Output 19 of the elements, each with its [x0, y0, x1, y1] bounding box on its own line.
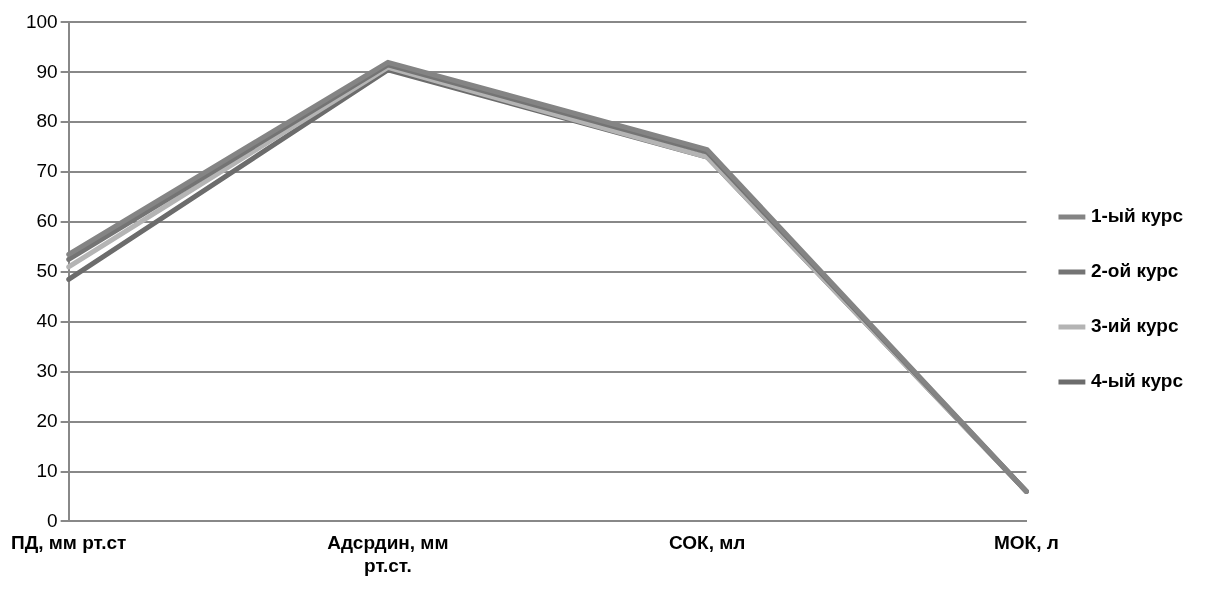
- y-tick-label: 70: [36, 160, 58, 182]
- x-tick-label: СОК, мл: [669, 532, 746, 554]
- legend-label: 1-ый курс: [1090, 205, 1184, 227]
- y-tick-label: 90: [36, 60, 58, 82]
- y-tick-label: 10: [36, 459, 58, 481]
- y-tick-label: 50: [36, 260, 58, 282]
- legend-label: 3-ий курс: [1090, 315, 1179, 337]
- y-tick-label: 30: [36, 359, 58, 381]
- x-tick-label: Адсрдин, мм рт.ст.: [327, 532, 449, 576]
- y-tick-label: 20: [36, 409, 58, 431]
- y-tick-label: 100: [25, 10, 58, 32]
- legend-label: 4-ый курс: [1090, 370, 1184, 392]
- y-tick-label: 80: [36, 110, 58, 132]
- y-tick-label: 0: [47, 509, 58, 531]
- legend-label: 2-ой курс: [1090, 260, 1179, 282]
- x-tick-label: МОК, л: [994, 532, 1059, 554]
- x-tick-label: ПД, мм рт.ст: [11, 532, 127, 554]
- y-tick-label: 40: [36, 310, 58, 332]
- y-tick-label: 60: [36, 210, 58, 232]
